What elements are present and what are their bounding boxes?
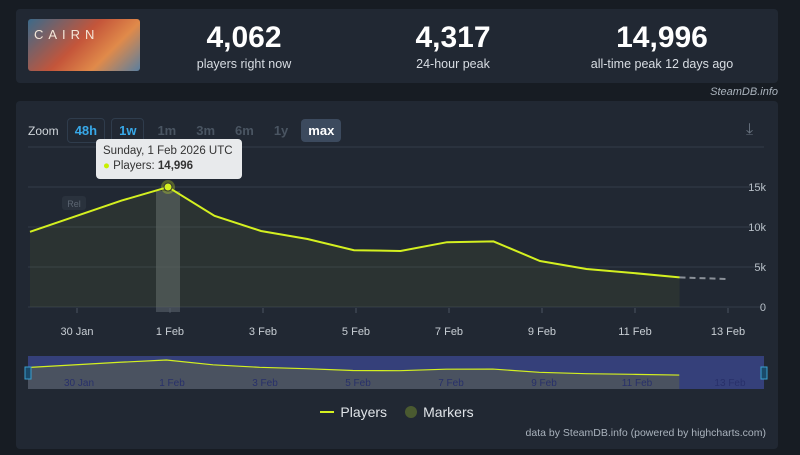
x-tick-label: 11 Feb: [618, 326, 651, 338]
legend: Players Markers: [16, 404, 778, 420]
zoom-1y-button[interactable]: 1y: [273, 123, 289, 138]
player-chart[interactable]: 0 5k 10k 15k 30 Jan 1 Feb 3 Feb 5 Feb 7 Feb 9 Feb…: [16, 101, 778, 449]
summary-card: CAIRN 4,062 players right now 4,317 24-hou…: [16, 9, 778, 83]
zoom-48h-button[interactable]: 48h: [66, 118, 106, 143]
x-tick-label: 9 Feb: [528, 326, 556, 338]
game-logo[interactable]: CAIRN: [28, 19, 140, 71]
zoom-controls: Zoom 48h 1w 1m 3m 6m 1y max: [28, 118, 342, 143]
x-tick-label: 30 Jan: [60, 326, 93, 338]
tooltip: Sunday, 1 Feb 2026 UTC ● Players: 14,996: [96, 139, 242, 179]
navigator-handle[interactable]: [760, 366, 768, 380]
x-tick-label: 5 Feb: [342, 326, 370, 338]
rel-label: Rel: [67, 199, 81, 209]
zoom-1m-button[interactable]: 1m: [157, 123, 177, 138]
zoom-3m-button[interactable]: 3m: [196, 123, 216, 138]
projected-line: [679, 276, 727, 280]
steamdb-credit[interactable]: SteamDB.info: [710, 86, 778, 98]
stat-current: 4,062 players right now: [196, 21, 292, 71]
navigator-tick-label: 9 Feb: [531, 378, 557, 389]
navigator-tick-label: 5 Feb: [345, 378, 371, 389]
legend-markers[interactable]: Markers: [405, 404, 474, 420]
navigator-line: [27, 359, 680, 376]
legend-players[interactable]: Players: [320, 404, 387, 420]
x-tick-label: 7 Feb: [435, 326, 463, 338]
navigator-tick-label: 3 Feb: [252, 378, 278, 389]
area-fill: [30, 187, 680, 307]
navigator-area: [28, 360, 680, 389]
stat-24h-peak: 4,317 24-hour peak: [415, 21, 491, 71]
footer-credit[interactable]: data by SteamDB.info (powered by highcha…: [525, 427, 766, 439]
chart-panel: 0 5k 10k 15k 30 Jan 1 Feb 3 Feb 5 Feb 7 Feb 9 Feb…: [16, 101, 778, 449]
y-tick-label: 15k: [748, 182, 766, 194]
y-tick-label: 0: [760, 302, 766, 314]
navigator-tick-label: 11 Feb: [622, 378, 653, 389]
navigator-tick-label: 7 Feb: [438, 378, 464, 389]
x-tick-label: 13 Feb: [711, 326, 745, 338]
zoom-max-button[interactable]: max: [301, 119, 342, 142]
x-tick-label: 3 Feb: [249, 326, 277, 338]
players-line: [29, 185, 680, 279]
y-tick-label: 10k: [748, 222, 766, 234]
navigator-tick-label: 30 Jan: [64, 378, 94, 389]
rel-marker: [62, 196, 86, 210]
navigator-handle[interactable]: [24, 366, 32, 380]
hover-band: [156, 191, 180, 312]
y-tick-label: 5k: [754, 262, 766, 274]
x-tick-label: 1 Feb: [156, 326, 184, 338]
zoom-6m-button[interactable]: 6m: [235, 123, 254, 138]
download-icon[interactable]: ⤓: [746, 121, 754, 138]
navigator-tick-label: 13 Feb: [714, 378, 746, 389]
navigator-tick-label: 1 Feb: [159, 378, 185, 389]
stat-all-time-peak: 14,996 all-time peak 12 days ago: [590, 21, 734, 71]
peak-point: [163, 182, 173, 192]
